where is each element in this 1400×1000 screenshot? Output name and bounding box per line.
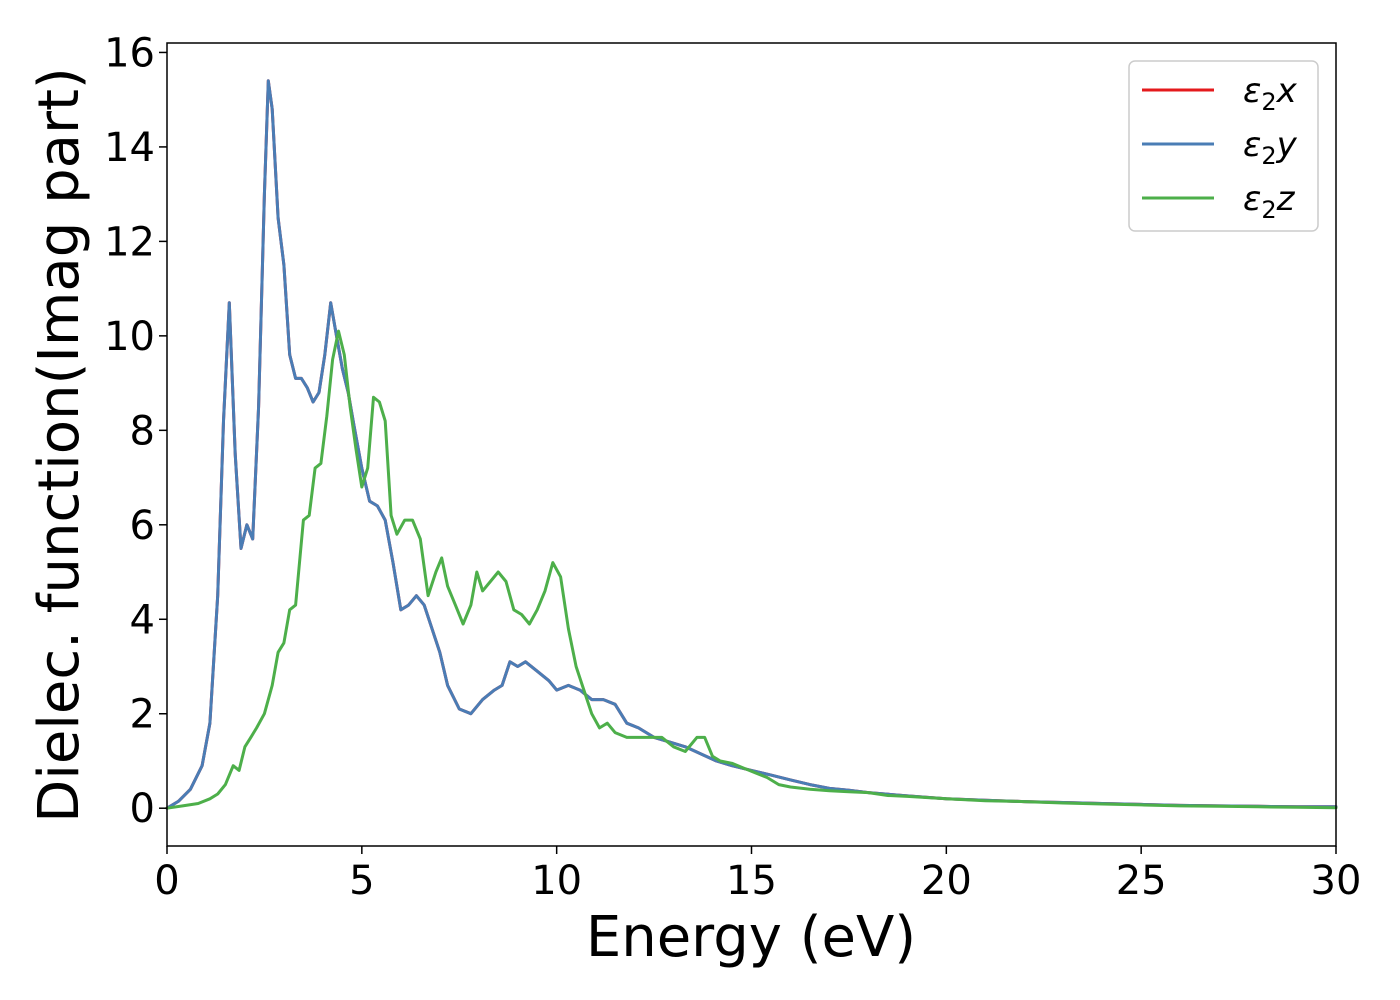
y-tick-label: 2 xyxy=(130,692,155,738)
x-tick-label: 20 xyxy=(921,858,972,904)
y-tick-label: 0 xyxy=(130,786,155,832)
legend-label-y: ε2y xyxy=(1243,125,1298,170)
y-axis-ticks: 0 2 4 6 8 10 12 14 16 xyxy=(104,30,167,832)
x-axis-title: Energy (eV) xyxy=(586,905,916,970)
y-tick-label: 10 xyxy=(104,314,155,360)
x-tick-label: 5 xyxy=(349,858,374,904)
y-tick-label: 8 xyxy=(130,408,155,454)
series-line-z xyxy=(165,329,1338,810)
y-tick-label: 16 xyxy=(104,30,155,76)
y-tick-label: 4 xyxy=(130,597,155,643)
x-tick-label: 10 xyxy=(531,858,582,904)
y-axis-title: Dielec. function(Imag part) xyxy=(27,67,92,823)
plot-lines-group xyxy=(165,79,1338,810)
legend-box xyxy=(1128,60,1319,232)
x-tick-label: 30 xyxy=(1311,858,1362,904)
y-tick-label: 12 xyxy=(104,219,155,265)
legend-label-x: ε2x xyxy=(1243,71,1298,116)
legend-label-z: ε2z xyxy=(1243,179,1296,224)
y-tick-label: 6 xyxy=(130,503,155,549)
x-tick-label: 25 xyxy=(1116,858,1167,904)
y-tick-label: 14 xyxy=(104,125,155,171)
x-tick-label: 0 xyxy=(154,858,179,904)
legend: ε2x ε2y ε2z xyxy=(1128,60,1319,232)
x-tick-label: 15 xyxy=(726,858,777,904)
series-line-y xyxy=(165,79,1338,810)
x-axis-ticks: 0 5 10 15 20 25 30 xyxy=(154,846,1361,904)
